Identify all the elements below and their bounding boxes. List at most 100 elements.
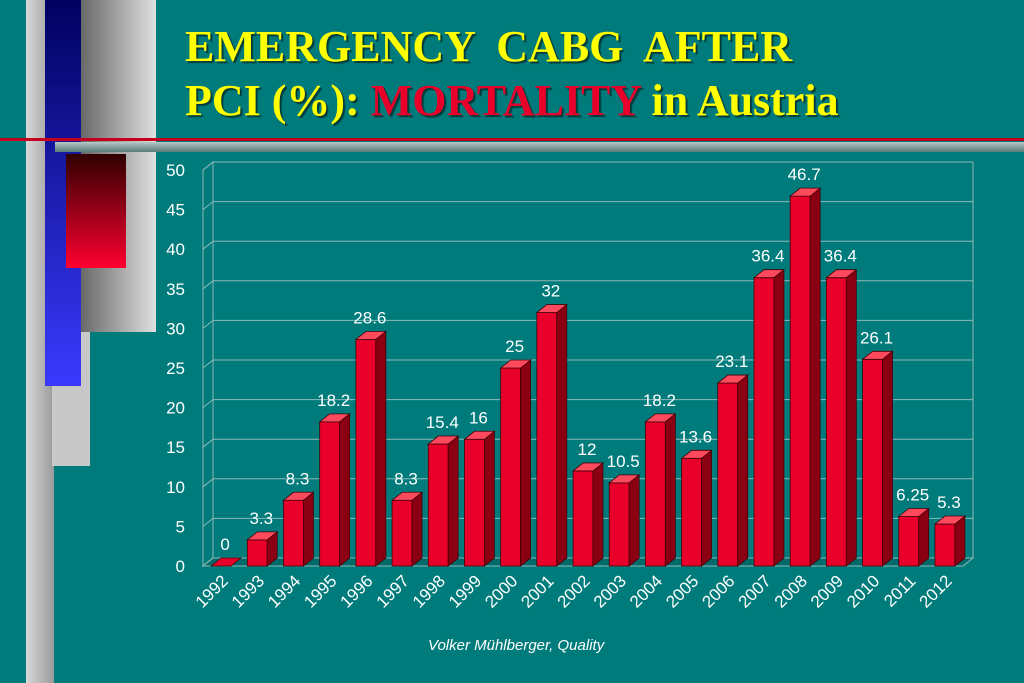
bar [391,499,413,567]
bar-top [246,531,279,541]
bar-top [608,474,641,484]
gridline-diagonal [202,438,214,448]
data-label: 6.25 [896,486,929,505]
bar-top [535,304,568,313]
x-tick-label: 2010 [843,571,883,611]
bar-side [773,268,785,567]
bar-top [897,508,930,517]
data-label: 8.3 [394,469,418,488]
y-tick-label: 40 [166,240,185,259]
bar-top [752,269,786,279]
bar [934,523,956,567]
bar-top [282,491,315,501]
title-suffix: in Austria [640,76,839,125]
bar [536,312,558,567]
data-label: 32 [541,282,560,301]
y-tick-label: 5 [176,517,185,536]
bar-top [354,331,387,340]
title-line-2: PCI (%): MORTALITY in Austria [185,74,1005,128]
gridline-diagonal [202,478,214,488]
decor-panel-red [66,154,126,268]
gridline-diagonal [202,240,214,250]
slide-title: EMERGENCY CABG AFTER PCI (%): MORTALITY … [185,20,1005,128]
bar-side [447,435,459,567]
bar [753,277,775,567]
data-label: 0 [220,535,229,554]
data-label: 10.5 [607,452,640,471]
bar [283,499,304,567]
bar-side [954,515,966,567]
gridline-diagonal [202,359,214,369]
data-label: 23.1 [715,352,748,371]
bar-top [427,435,460,445]
x-tick-label: 1997 [373,571,413,611]
bar-side [520,359,531,567]
bar-top [463,430,496,440]
gridline-diagonal [202,201,214,210]
x-tick-label: 1992 [192,571,232,611]
x-tick-label: 2006 [698,571,738,611]
gridline-diagonal [202,320,214,329]
x-tick-label: 2009 [807,571,847,611]
bar-side [375,330,387,567]
bar [319,421,341,567]
data-label: 36.4 [751,247,784,266]
bar-side [845,268,857,567]
bar-top [716,374,749,384]
bar [645,421,666,567]
bar [717,382,739,567]
bar [681,457,702,567]
x-tick-label: 2004 [626,571,666,611]
bar-side [592,462,604,567]
bar-top [644,413,677,423]
x-tick-label: 1995 [300,571,340,611]
data-label: 16 [469,408,488,427]
data-label: 13.6 [679,427,712,446]
bar [500,367,521,567]
data-label: 25 [505,337,524,356]
bar-side [628,474,640,567]
bar-top [789,187,822,197]
bar-side [664,413,676,567]
data-label: 18.2 [643,391,676,410]
y-tick-label: 15 [166,438,185,457]
bar-top [933,515,966,525]
bar-top [318,413,351,423]
bar [210,557,243,567]
bar-top [861,350,894,360]
title-line-1: EMERGENCY CABG AFTER [185,22,793,71]
x-tick-label: 2003 [590,571,630,611]
x-tick-label: 1993 [228,571,268,611]
bar-top [390,491,424,501]
x-tick-label: 1998 [409,571,449,611]
y-tick-label: 35 [166,280,185,299]
y-tick-label: 0 [176,557,185,576]
y-tick-label: 30 [166,319,185,338]
data-label: 18.2 [317,391,350,410]
data-label: 46.7 [788,165,821,184]
bar-side [918,507,930,567]
y-tick-label: 45 [166,201,185,220]
credit-text: Volker Mühlberger, Quality [428,637,605,654]
x-tick-label: 1994 [264,571,304,611]
gridline-diagonal [202,518,214,527]
bar-side [882,350,893,567]
bar [862,358,883,567]
data-label: 28.6 [353,308,386,327]
bar-side [737,374,749,567]
bar [825,277,847,567]
x-tick-label: 1996 [337,571,377,611]
data-label: 3.3 [249,509,273,528]
x-tick-label: 2001 [517,571,557,611]
x-tick-label: 2008 [771,571,811,611]
x-tick-label: 2007 [735,571,775,611]
data-label: 8.3 [286,469,310,488]
bar [246,539,268,567]
bar-top [499,359,532,369]
bar [572,470,594,567]
data-label: 36.4 [824,247,857,266]
bar-top [571,462,605,472]
data-label: 12 [578,440,597,459]
bar-side [411,491,423,567]
